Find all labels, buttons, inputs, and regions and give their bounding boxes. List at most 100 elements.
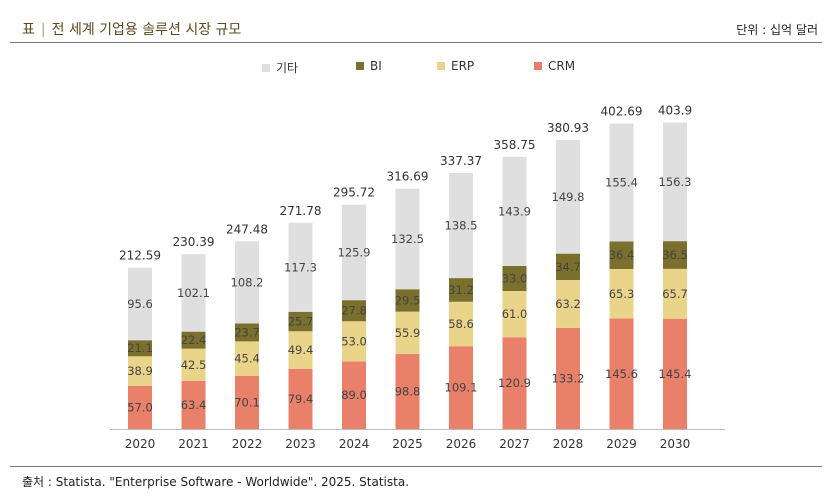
bar-crm-2029 [609, 318, 634, 429]
bar-etc-2020 [128, 267, 152, 341]
data-label-crm-2029: 145.6 [605, 367, 638, 381]
bar-erp-2022 [235, 341, 259, 376]
data-label-bi-2028: 34.7 [555, 260, 581, 274]
data-label-etc-2024: 125.9 [338, 245, 371, 259]
data-label-etc-2027: 143.9 [498, 204, 531, 218]
data-label-crm-2021: 63.4 [181, 398, 207, 412]
bar-crm-2027 [502, 337, 527, 429]
title-label: 표 [22, 22, 35, 38]
data-label-erp-2024: 53.0 [341, 334, 367, 348]
bar-bi-2023 [288, 311, 313, 332]
legend-item-crm: CRM [534, 59, 575, 73]
legend-item-erp: ERP [437, 59, 474, 73]
bar-etc-2027 [502, 156, 527, 266]
data-label-crm-2027: 120.9 [498, 376, 531, 390]
data-label-erp-2030: 65.7 [662, 287, 688, 301]
bar-erp-2025 [395, 311, 420, 355]
data-label-erp-2028: 63.2 [555, 297, 581, 311]
bar-etc-2024 [342, 204, 366, 301]
total-label-2030: 403.9 [658, 104, 692, 118]
total-label-2025: 316.69 [387, 170, 429, 184]
data-label-erp-2023: 49.4 [288, 343, 314, 357]
bar-crm-2020 [128, 385, 152, 429]
x-tick-label-2024: 2024 [339, 437, 370, 451]
x-tick-label-2025: 2025 [392, 437, 423, 451]
data-label-crm-2030: 145.4 [659, 367, 692, 381]
source-text: 출처 : Statista. "Enterprise Software - Wo… [22, 475, 410, 489]
legend-swatch-erp [437, 62, 445, 70]
data-label-etc-2025: 132.5 [391, 232, 424, 246]
total-label-2028: 380.93 [547, 121, 589, 135]
bar-erp-2026 [449, 301, 473, 347]
total-label-2022: 247.48 [226, 222, 268, 236]
data-label-etc-2022: 108.2 [231, 275, 264, 289]
data-label-erp-2020: 38.9 [127, 364, 153, 378]
x-tick-label-2026: 2026 [446, 437, 477, 451]
bar-bi-2025 [395, 289, 420, 312]
bar-bi-2030 [663, 241, 687, 269]
legend-swatch-etc [262, 63, 270, 72]
data-label-crm-2025: 98.8 [395, 385, 421, 399]
data-label-etc-2028: 149.8 [552, 190, 585, 204]
bar-crm-2025 [395, 354, 420, 429]
data-label-etc-2020: 95.6 [127, 297, 153, 311]
bar-etc-2029 [609, 123, 634, 242]
x-tick-label-2027: 2027 [499, 437, 530, 451]
bar-erp-2021 [181, 348, 206, 381]
bar-etc-2022 [235, 241, 259, 324]
title-separator: | [40, 22, 46, 38]
bar-etc-2021 [181, 254, 206, 332]
data-label-etc-2030: 156.3 [659, 175, 692, 189]
chart-legend: 기타 BI ERP CRM [0, 59, 840, 79]
bar-bi-2021 [181, 331, 206, 349]
total-label-2027: 358.75 [494, 138, 536, 152]
bar-crm-2028 [556, 327, 580, 429]
x-tick-label-2029: 2029 [606, 437, 637, 451]
bar-bi-2024 [342, 300, 366, 322]
total-label-2026: 337.37 [440, 154, 482, 168]
bar-erp-2023 [288, 331, 313, 369]
title-text: 전 세계 기업용 솔루션 시장 규모 [51, 22, 242, 38]
x-tick-label-2022: 2022 [232, 437, 263, 451]
bar-etc-2023 [288, 222, 313, 312]
legend-label-bi: BI [370, 59, 382, 73]
data-label-bi-2027: 33.0 [502, 271, 528, 285]
bar-etc-2025 [395, 188, 420, 290]
total-label-2020: 212.59 [119, 249, 161, 263]
bar-crm-2030 [663, 318, 687, 429]
bar-bi-2028 [556, 253, 580, 280]
x-tick-label-2028: 2028 [553, 437, 584, 451]
legend-swatch-crm [534, 62, 542, 70]
bar-bi-2029 [609, 241, 634, 269]
data-label-bi-2025: 29.5 [395, 293, 421, 307]
bar-erp-2028 [556, 279, 580, 328]
bar-erp-2030 [663, 268, 687, 319]
data-label-crm-2026: 109.1 [445, 381, 478, 395]
bar-etc-2026 [449, 173, 473, 279]
bar-erp-2024 [342, 321, 366, 362]
data-label-etc-2023: 117.3 [284, 260, 317, 274]
bar-erp-2027 [502, 290, 527, 338]
bar-crm-2024 [342, 361, 366, 429]
legend-label-etc: 기타 [276, 61, 299, 75]
bar-bi-2026 [449, 278, 473, 302]
data-label-erp-2026: 58.6 [448, 317, 474, 331]
bar-crm-2023 [288, 368, 313, 429]
data-label-bi-2021: 22.4 [181, 333, 207, 347]
data-label-crm-2023: 79.4 [288, 392, 314, 406]
chart-title: 표 | 전 세계 기업용 솔루션 시장 규모 [22, 19, 241, 39]
data-label-bi-2023: 25.7 [288, 315, 314, 329]
data-label-bi-2030: 36.5 [662, 248, 688, 262]
data-label-bi-2024: 27.8 [341, 304, 367, 318]
data-label-erp-2029: 65.3 [609, 287, 635, 301]
data-label-etc-2026: 138.5 [445, 219, 478, 233]
data-label-erp-2021: 42.5 [181, 358, 207, 372]
legend-item-etc: 기타 [262, 59, 298, 76]
data-label-crm-2028: 133.2 [552, 371, 585, 385]
data-label-crm-2022: 70.1 [234, 395, 260, 409]
x-tick-label-2030: 2030 [660, 437, 691, 451]
bar-erp-2020 [128, 356, 152, 386]
data-label-erp-2022: 45.4 [234, 352, 260, 366]
bar-crm-2022 [235, 375, 259, 429]
data-label-bi-2029: 36.4 [609, 248, 635, 262]
